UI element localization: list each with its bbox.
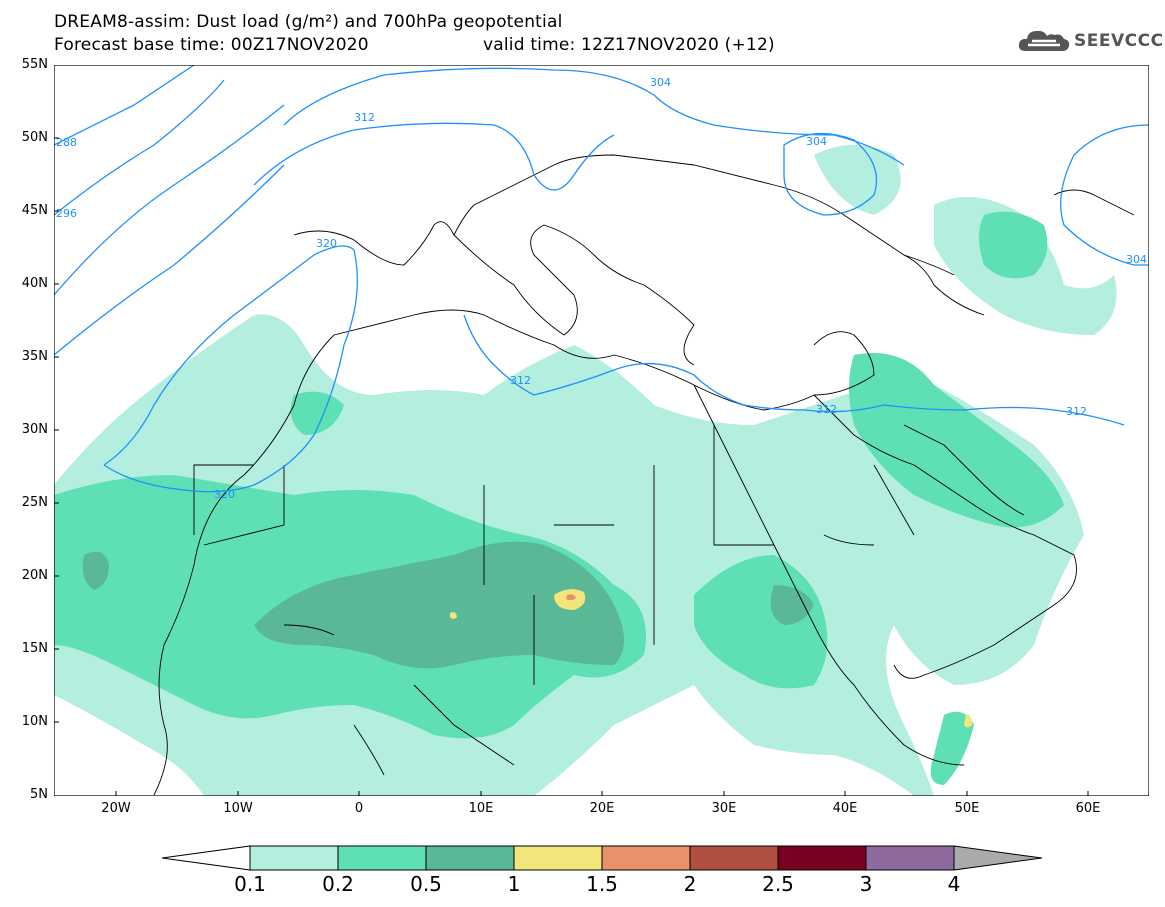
colorbar-low-arrow <box>162 845 251 871</box>
colorbar-label: 1 <box>507 872 521 896</box>
lat-label: 40N <box>21 276 48 291</box>
lon-label: 50E <box>954 801 980 816</box>
lon-label: 60E <box>1075 801 1101 816</box>
contour-label: 312 <box>354 111 375 124</box>
colorbar-box <box>425 845 515 871</box>
dust-level-0.5 <box>82 541 814 669</box>
colorbar-label: 2.5 <box>762 872 794 896</box>
colorbar-label: 3 <box>859 872 873 896</box>
contour-label: 304 <box>650 76 671 89</box>
colorbar-label: 4 <box>947 872 961 896</box>
lat-label: 25N <box>21 495 48 510</box>
lat-label: 35N <box>21 349 48 364</box>
colorbar-label: 2 <box>683 872 697 896</box>
contour-label: 288 <box>56 136 77 149</box>
contour-label: 320 <box>214 488 235 501</box>
seevccc-logo: SEEVCCC <box>1018 26 1164 56</box>
lon-label: 20W <box>101 801 131 816</box>
colorbar-label: 0.1 <box>234 872 266 896</box>
colorbar-label: 0.2 <box>322 872 354 896</box>
forecast-base-time: Forecast base time: 00Z17NOV2020 <box>54 35 369 55</box>
lon-label: 40E <box>832 801 858 816</box>
dust-load-map: 304 304 312 320 320 312 312 312 288 296 … <box>54 65 1149 796</box>
colorbar-box <box>777 845 867 871</box>
lon-label: 0 <box>354 801 364 816</box>
coastlines <box>153 154 1135 796</box>
cloud-icon <box>1018 30 1070 51</box>
forecast-valid-time: valid time: 12Z17NOV2020 (+12) <box>483 35 775 55</box>
colorbar <box>162 845 1042 871</box>
lat-label: 30N <box>21 422 48 437</box>
lon-label: 10W <box>223 801 253 816</box>
lat-label: 45N <box>21 203 48 218</box>
geopotential-contours <box>54 65 1149 493</box>
lat-label: 20N <box>21 568 48 583</box>
logo-text: SEEVCCC <box>1074 31 1164 51</box>
lat-label: 55N <box>21 57 48 72</box>
lat-label: 5N <box>30 787 48 802</box>
colorbar-box <box>865 845 955 871</box>
colorbar-high-arrow <box>953 845 1042 871</box>
contour-label: 312 <box>816 403 837 416</box>
lon-label: 30E <box>711 801 737 816</box>
contour-label: 312 <box>1066 405 1087 418</box>
contour-label: 304 <box>1126 253 1147 266</box>
dust-level-1.5 <box>566 594 576 601</box>
colorbar-box <box>689 845 779 871</box>
colorbar-box <box>337 845 427 871</box>
lon-label: 10E <box>468 801 494 816</box>
colorbar-label: 0.5 <box>410 872 442 896</box>
colorbar-box <box>601 845 691 871</box>
contour-label: 296 <box>56 207 77 220</box>
lat-label: 50N <box>21 130 48 145</box>
contour-label: 320 <box>316 237 337 250</box>
lat-label: 15N <box>21 641 48 656</box>
contour-label: 304 <box>806 135 827 148</box>
contour-label: 312 <box>510 374 531 387</box>
colorbar-label: 1.5 <box>586 872 618 896</box>
colorbar-box <box>249 845 339 871</box>
contour-labels: 304 304 312 320 320 312 312 312 288 296 … <box>56 76 1147 501</box>
lat-label: 10N <box>21 714 48 729</box>
lon-label: 20E <box>589 801 615 816</box>
axis-ticks <box>54 65 1089 796</box>
colorbar-box <box>513 845 603 871</box>
map-title: DREAM8-assim: Dust load (g/m²) and 700hP… <box>54 12 563 32</box>
